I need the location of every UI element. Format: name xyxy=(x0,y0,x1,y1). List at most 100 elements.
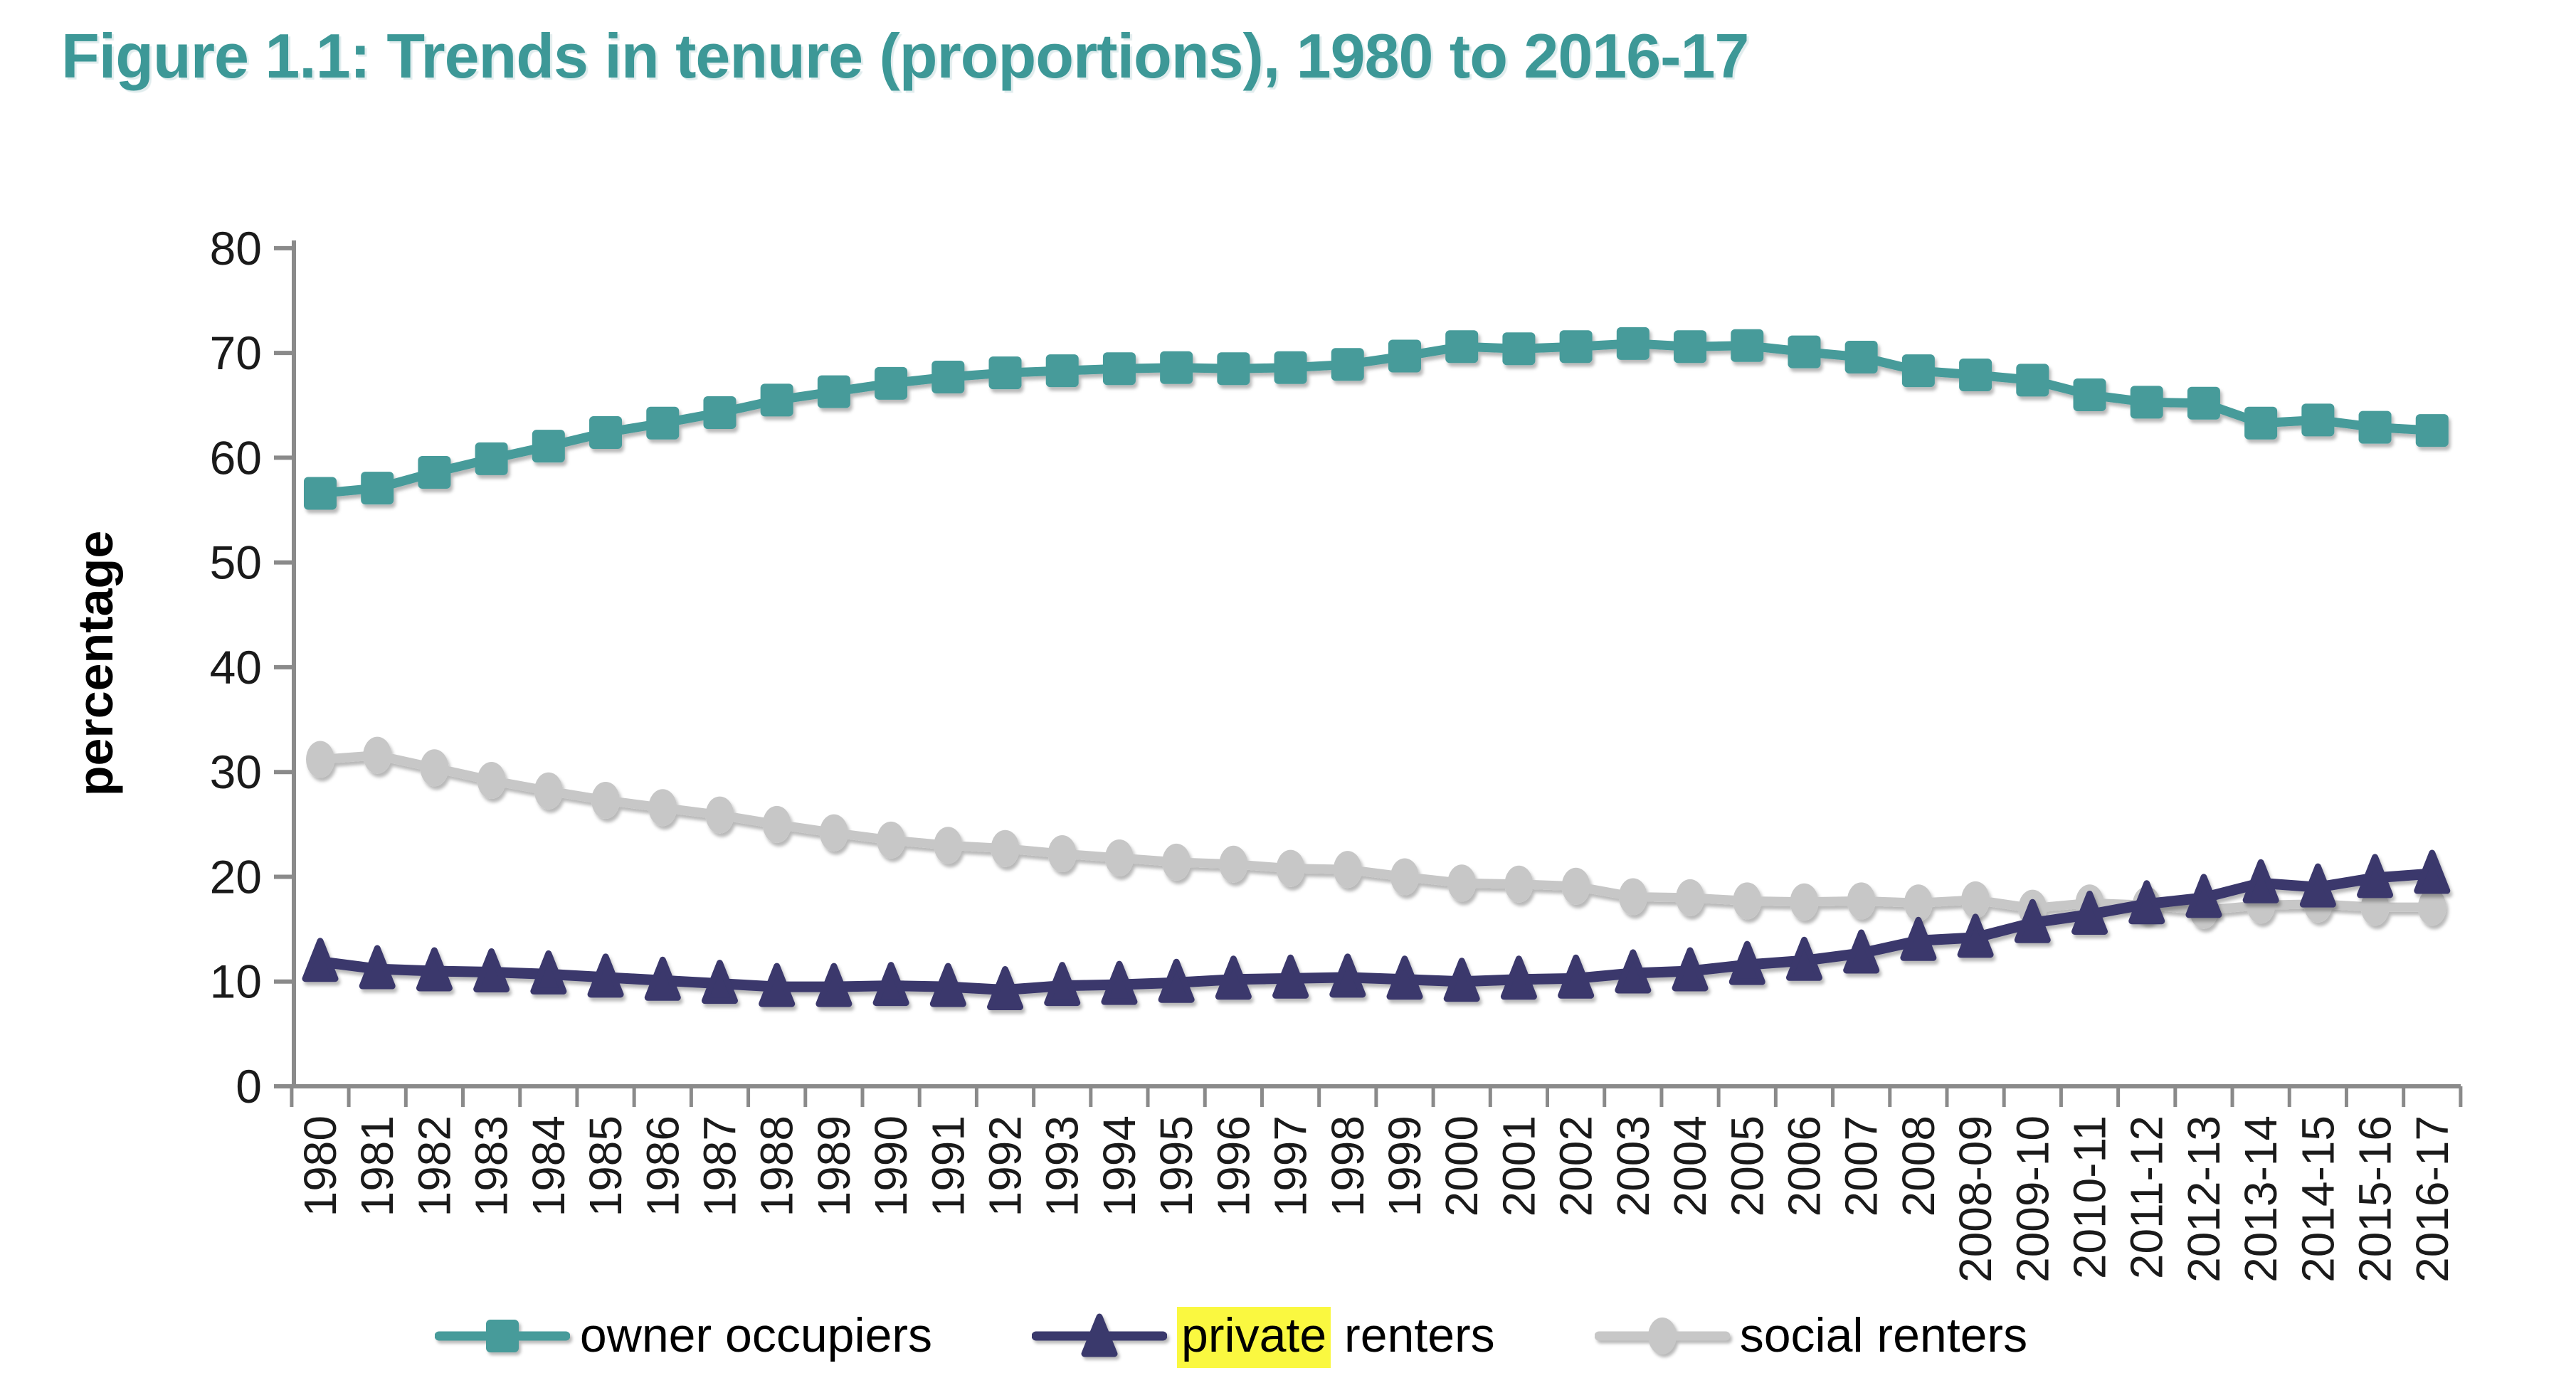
y-tick-label: 80 xyxy=(210,222,262,275)
square-marker xyxy=(1445,330,1479,364)
circle-marker xyxy=(1104,839,1134,876)
square-marker xyxy=(475,442,508,475)
y-tick-label: 0 xyxy=(236,1060,262,1113)
triangle-marker xyxy=(1386,955,1423,1000)
x-tick-label: 2000 xyxy=(1436,1115,1487,1216)
circle-marker xyxy=(648,789,677,827)
triangle-marker xyxy=(2414,849,2451,894)
series-line xyxy=(315,339,2437,498)
square-marker xyxy=(988,356,1022,390)
square-marker xyxy=(434,1320,570,1352)
triangle-marker xyxy=(2242,859,2279,903)
circle-marker xyxy=(1390,858,1419,896)
y-axis-tick-labels: 0 10 20 30 40 50 60 70 80 xyxy=(210,222,262,1113)
triangle-marker xyxy=(416,947,453,992)
triangle-marker xyxy=(530,950,567,995)
circle-marker xyxy=(705,796,734,834)
square-marker xyxy=(646,406,680,440)
circle-marker xyxy=(1561,867,1590,905)
circle-marker xyxy=(1790,883,1819,921)
square-marker xyxy=(2016,364,2049,397)
legend-label: social renters xyxy=(1739,1308,2028,1362)
square-marker xyxy=(2244,406,2278,440)
circle-marker xyxy=(1504,865,1534,903)
triangle-marker xyxy=(302,938,339,982)
circle-marker xyxy=(1276,849,1305,887)
y-tick-label: 20 xyxy=(210,850,262,903)
triangle-marker xyxy=(1728,940,1765,985)
triangle-marker xyxy=(1500,955,1537,1000)
circle-marker xyxy=(591,781,621,819)
x-axis-ticks xyxy=(290,1086,2463,1107)
square-marker xyxy=(304,477,337,510)
square-marker xyxy=(2073,378,2106,412)
circle-marker xyxy=(1618,878,1647,916)
triangle-marker xyxy=(987,966,1024,1011)
square-marker xyxy=(1160,351,1193,384)
x-tick-label: 1996 xyxy=(1208,1115,1259,1216)
square-marker xyxy=(1844,341,1878,374)
square-marker xyxy=(1559,330,1593,364)
circle-marker xyxy=(2417,889,2446,926)
triangle-marker xyxy=(701,960,738,1004)
triangle-marker xyxy=(929,963,966,1007)
legend-label: owner occupiers xyxy=(579,1308,933,1362)
circle-marker xyxy=(1047,835,1077,873)
triangle-marker xyxy=(815,963,852,1007)
x-tick-label: 1990 xyxy=(865,1115,917,1216)
square-marker xyxy=(1616,327,1649,360)
x-tick-label: 1983 xyxy=(466,1115,517,1216)
legend-item-social-renters: social renters xyxy=(1594,1308,2028,1363)
square-marker xyxy=(361,472,394,505)
circle-marker xyxy=(1733,882,1762,920)
x-tick-label: 2009-10 xyxy=(2007,1115,2058,1283)
x-tick-label: 2010-11 xyxy=(2064,1115,2116,1279)
triangle-marker xyxy=(473,948,510,992)
circle-marker xyxy=(762,805,791,843)
chart-legend: owner occupiers private renters social ren… xyxy=(0,1303,2462,1368)
triangle-marker xyxy=(1443,958,1480,1002)
circle-marker xyxy=(420,749,449,787)
x-tick-label: 1997 xyxy=(1265,1115,1316,1216)
legend-label: private renters xyxy=(1177,1307,1495,1368)
circle-marker xyxy=(819,814,848,852)
triangle-marker xyxy=(2357,854,2394,898)
y-tick-label: 50 xyxy=(210,536,262,589)
square-marker xyxy=(2415,414,2449,447)
square-marker xyxy=(1217,352,1250,386)
triangle-marker xyxy=(1044,962,1081,1007)
x-tick-label: 2013-14 xyxy=(2235,1115,2286,1283)
x-tick-label: 2004 xyxy=(1664,1115,1716,1216)
axes xyxy=(292,240,2461,1088)
square-marker xyxy=(1788,335,1821,369)
y-tick-label: 10 xyxy=(210,955,262,1008)
x-tick-label: 2008-09 xyxy=(1950,1115,2001,1283)
triangle-marker xyxy=(359,945,396,990)
x-tick-label: 2014-15 xyxy=(2292,1115,2343,1283)
square-marker xyxy=(1045,354,1079,388)
y-tick-label: 40 xyxy=(210,641,262,694)
triangle-marker xyxy=(644,956,681,1001)
triangle-marker xyxy=(872,962,909,1007)
circle-marker xyxy=(1676,879,1705,916)
square-marker xyxy=(1331,348,1364,381)
y-tick-label: 60 xyxy=(210,431,262,484)
square-marker xyxy=(1102,352,1136,386)
x-tick-label: 1985 xyxy=(580,1115,631,1216)
circle-marker xyxy=(991,829,1020,867)
x-tick-label: 1999 xyxy=(1379,1115,1430,1216)
triangle-marker xyxy=(1615,949,1652,994)
square-marker xyxy=(703,396,737,430)
triangle-marker xyxy=(1558,954,1595,999)
square-marker xyxy=(931,360,965,393)
circle-marker xyxy=(363,736,392,774)
legend-item-private-renters: private renters xyxy=(1032,1307,1495,1368)
x-tick-label: 2015-16 xyxy=(2350,1115,2401,1283)
circle-marker xyxy=(534,772,563,810)
triangle-marker xyxy=(1900,916,1937,961)
triangle-marker xyxy=(1329,953,1366,998)
series-line xyxy=(315,751,2437,916)
x-tick-label: 1981 xyxy=(352,1115,403,1216)
x-tick-label: 1993 xyxy=(1037,1115,1088,1216)
